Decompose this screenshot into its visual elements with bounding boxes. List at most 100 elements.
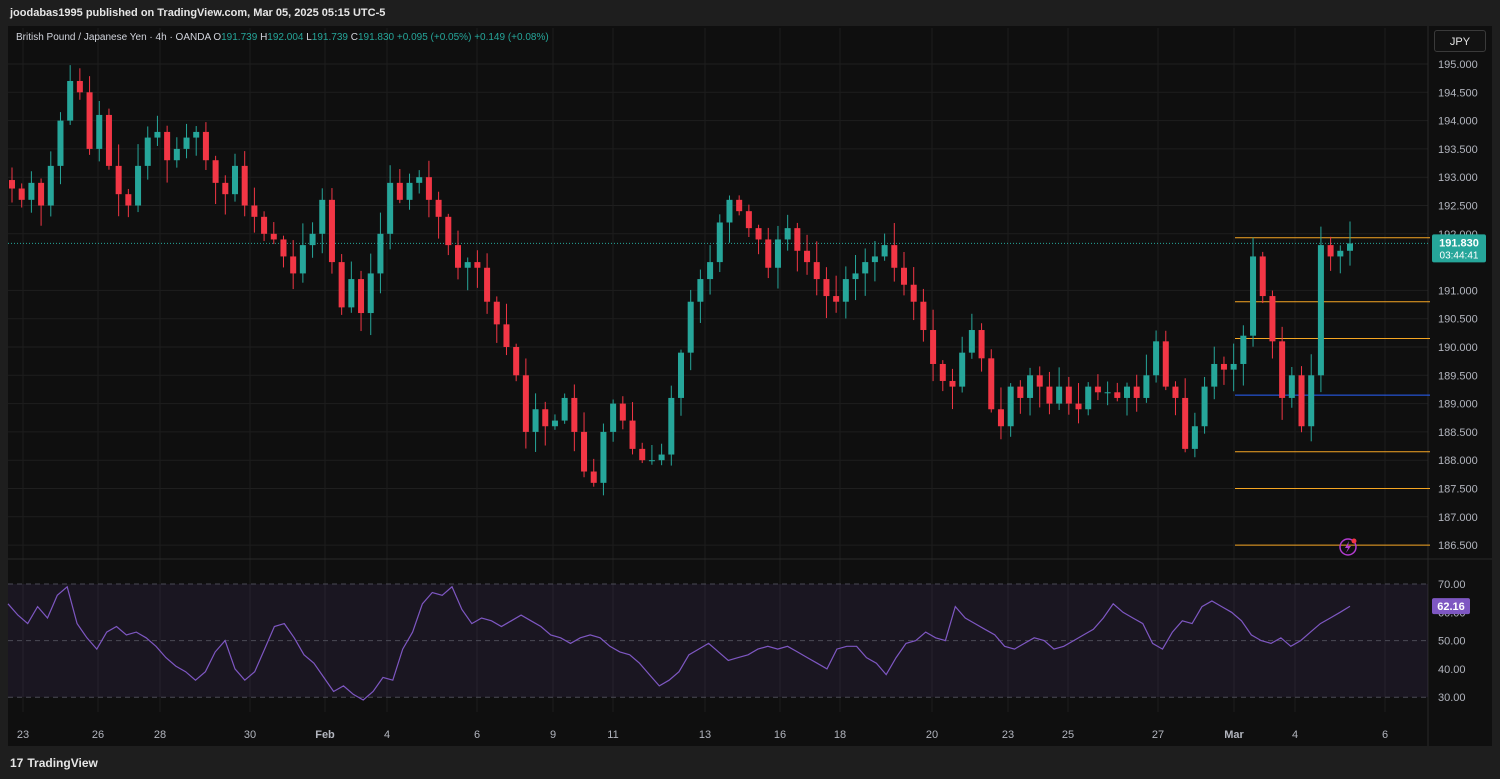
candle-body <box>96 114 103 149</box>
candle-body <box>135 165 142 206</box>
candle-body <box>1279 341 1286 398</box>
candle-body <box>668 397 675 455</box>
candles <box>8 65 1354 496</box>
candle-body <box>1211 363 1218 387</box>
time-tick-label: 11 <box>607 729 618 741</box>
candle-body <box>833 296 840 302</box>
candle-body <box>18 188 25 200</box>
price-tick-label: 191.000 <box>1438 285 1478 297</box>
candle-body <box>173 148 180 161</box>
candle-body <box>358 279 365 314</box>
lightning-bolt-icon <box>1345 541 1351 553</box>
candle-body <box>629 420 636 449</box>
candle-body <box>1201 386 1208 427</box>
candle-body <box>988 358 995 410</box>
time-tick-label: 25 <box>1062 729 1074 741</box>
tradingview-brand[interactable]: 17 TradingView <box>10 756 98 770</box>
candle-body <box>406 182 413 200</box>
candle-body <box>1143 375 1150 398</box>
currency-button[interactable]: JPY <box>1434 30 1486 52</box>
candle-body <box>1269 296 1276 342</box>
candle-body <box>881 245 888 257</box>
candle-body <box>67 80 74 121</box>
time-tick-label: 23 <box>1002 729 1014 741</box>
footer-bar <box>0 746 1500 779</box>
candle-body <box>222 182 229 195</box>
last-price-badge <box>1432 234 1486 263</box>
candle-body <box>910 284 917 302</box>
candle-body <box>367 273 374 314</box>
candle-body <box>474 262 481 268</box>
candle-body <box>416 177 423 183</box>
candle-body <box>1085 386 1092 410</box>
legend-change-secondary: +0.149 (+0.08%) <box>474 32 549 43</box>
time-tick-label: 30 <box>244 729 256 741</box>
candle-body <box>464 262 471 268</box>
candle-body <box>164 131 171 161</box>
candle-body <box>968 330 975 353</box>
candle-body <box>571 397 578 432</box>
price-tick-label: 193.000 <box>1438 172 1478 184</box>
candle-body <box>348 279 355 308</box>
time-tick-label: 6 <box>1382 729 1388 741</box>
time-tick-label: Feb <box>315 729 335 741</box>
candle-body <box>600 431 607 483</box>
time-tick-label: 28 <box>154 729 166 741</box>
candle-body <box>1240 335 1247 364</box>
legend-open-label: O <box>213 32 222 43</box>
candle-body <box>144 137 151 166</box>
candle-body <box>900 267 908 285</box>
candle-body <box>1056 386 1063 404</box>
candle-body <box>842 279 849 302</box>
candle-body <box>1094 386 1101 393</box>
candle-body <box>1308 375 1315 427</box>
rsi-value-badge <box>1432 598 1470 615</box>
candle-body <box>183 137 190 149</box>
time-tick-label: 20 <box>926 729 938 741</box>
candle-body <box>755 228 762 240</box>
candle-body <box>561 397 568 421</box>
candle-body <box>231 165 239 195</box>
candle-body <box>707 262 714 280</box>
legend-low-label: L <box>306 32 312 43</box>
candle-body <box>804 250 811 263</box>
candle-body <box>454 245 462 268</box>
candle-body <box>290 256 297 274</box>
price-tick-label: 189.500 <box>1438 370 1478 382</box>
candle-body <box>648 460 655 462</box>
candle-body <box>1007 386 1014 427</box>
candle-body <box>1259 256 1266 297</box>
candle-body <box>920 301 927 331</box>
candle-body <box>619 403 626 421</box>
candle-body <box>774 239 781 268</box>
candle-body <box>1065 386 1072 404</box>
brand-label: TradingView <box>27 756 98 770</box>
time-tick-label: 18 <box>834 729 846 741</box>
time-tick-label: 6 <box>474 729 480 741</box>
time-tick-label: 23 <box>17 729 29 741</box>
rsi-tick-label: 50.00 <box>1438 636 1466 648</box>
candle-body <box>1182 397 1189 449</box>
time-tick-label: Mar <box>1224 729 1244 741</box>
candle-body <box>852 273 859 280</box>
price-tick-label: 195.000 <box>1438 59 1478 71</box>
published-label: joodabas1995 published on TradingView.co… <box>10 7 386 19</box>
candle-body <box>202 131 209 161</box>
price-tick-label: 192.500 <box>1438 201 1478 213</box>
alert-dot-icon <box>1351 538 1357 544</box>
candle-body <box>396 182 403 200</box>
candle-body <box>387 182 394 234</box>
candle-body <box>823 279 830 297</box>
candle-body <box>1162 341 1169 387</box>
candle-body <box>76 80 83 93</box>
candle-body <box>1172 386 1179 398</box>
candle-body <box>435 199 442 217</box>
time-tick-label: 27 <box>1152 729 1164 741</box>
candle-body <box>270 233 277 240</box>
candle-body <box>1123 386 1131 398</box>
candle-body <box>1046 386 1053 404</box>
time-tick-label: 4 <box>384 729 390 741</box>
candle-body <box>959 352 966 387</box>
candle-body <box>716 222 723 263</box>
